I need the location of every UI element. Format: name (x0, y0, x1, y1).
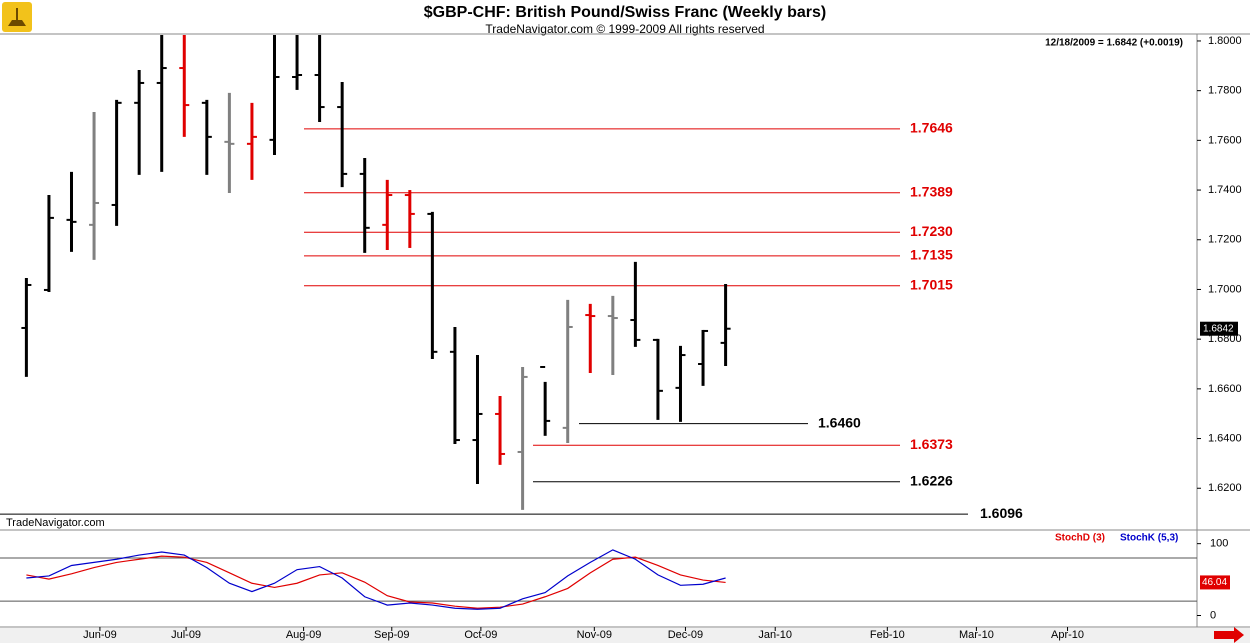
plot: 1.6200 1.6400 1.6600 1.6800 1.7000 1.7200 1.74… (0, 35, 1242, 641)
level-label: 1.6096 (980, 505, 1023, 521)
ohlc-bar (201, 99, 212, 175)
ohlc-bar (540, 365, 551, 436)
level-label: 1.7230 (910, 223, 953, 239)
y-tick-label: 1.8000 (1208, 35, 1242, 47)
ohlc-bar (404, 190, 415, 248)
x-tick-label: Dec-09 (668, 629, 703, 641)
watermark: TradeNavigator.com (6, 517, 105, 529)
x-tick-label: Nov-09 (577, 629, 612, 641)
x-tick-label: Jan-10 (758, 629, 792, 641)
value-label: 46.04 (1202, 577, 1227, 588)
ohlc-bar (89, 112, 100, 260)
y-tick-label: 1.6400 (1208, 432, 1242, 444)
ohlc-bar (246, 102, 257, 180)
chart-subtitle: TradeNavigator.com © 1999-2009 All right… (485, 22, 764, 36)
y-tick-label: 1.7600 (1208, 134, 1242, 146)
ohlc-bar (585, 303, 596, 373)
x-tick-label: Aug-09 (286, 629, 321, 641)
level-label: 1.7015 (910, 276, 953, 292)
ohlc-bar (449, 326, 460, 445)
ohlc-bar (43, 195, 54, 292)
stoch-line (26, 549, 726, 610)
ohlc-bar (472, 355, 483, 485)
y-tick-label: 1.6200 (1208, 482, 1242, 494)
x-tick-label: Jun-09 (83, 629, 117, 641)
x-tick-label: Jul-09 (171, 629, 201, 641)
legend-entry: StochK (5,3) (1120, 533, 1178, 544)
chart-title: $GBP-CHF: British Pound/Swiss Franc (Wee… (424, 4, 826, 21)
level-label: 1.6373 (910, 436, 953, 452)
ohlc-bar (720, 283, 731, 366)
y-tick-label: 1.7400 (1208, 184, 1242, 196)
ohlc-bar (382, 179, 393, 250)
legend-entry: StochD (3) (1055, 533, 1105, 544)
stoch-line (26, 555, 726, 609)
ohlc-bar (607, 295, 618, 375)
x-tick-label: Apr-10 (1051, 629, 1084, 641)
value-box (1200, 575, 1230, 590)
last-price-box (1200, 321, 1238, 336)
x-tick-label: Oct-09 (464, 629, 497, 641)
last-info: 12/18/2009 = 1.6842 (+0.0019) (1045, 38, 1183, 49)
y-tick-label: 1.6800 (1208, 333, 1242, 345)
ohlc-bar (337, 81, 348, 188)
ohlc-bar (134, 70, 145, 175)
ohlc-bar (675, 345, 686, 422)
ohlc-bar (698, 329, 709, 386)
level-label: 1.7389 (910, 183, 953, 199)
x-axis-band (0, 628, 1250, 643)
y-tick-label: 1.7800 (1208, 85, 1242, 97)
ohlc-bar (66, 171, 77, 252)
ohlc-bar (156, 34, 167, 172)
x-tick-label: Mar-10 (959, 629, 994, 641)
scroll-arrow[interactable] (1214, 627, 1244, 643)
ohlc-bar (269, 34, 280, 156)
y-tick-label: 100 (1210, 538, 1228, 550)
level-label: 1.6460 (818, 414, 861, 430)
ohlc-bar (517, 366, 528, 510)
ohlc-bar (224, 92, 235, 194)
ohlc-bar (292, 34, 303, 90)
logo (2, 2, 32, 32)
level-label: 1.7646 (910, 120, 953, 136)
x-tick-label: Feb-10 (870, 629, 905, 641)
level-label: 1.6226 (910, 472, 953, 488)
ohlc-bar (359, 158, 370, 253)
ohlc-bar (495, 396, 506, 465)
ohlc-bar (630, 261, 641, 347)
ohlc-bar (314, 34, 325, 122)
y-tick-label: 1.7200 (1208, 234, 1242, 246)
y-tick-label: 1.7000 (1208, 283, 1242, 295)
y-tick-label: 0 (1210, 609, 1216, 621)
level-label: 1.7135 (910, 247, 953, 263)
y-tick-label: 1.6600 (1208, 383, 1242, 395)
x-tick-label: Sep-09 (374, 629, 409, 641)
ohlc-bar (562, 299, 573, 444)
last-price-label: 1.6842 (1203, 323, 1234, 334)
ohlc-bar (21, 278, 32, 377)
ohlc-bar (652, 338, 663, 420)
ohlc-bar (427, 211, 438, 360)
ohlc-bar (111, 99, 122, 226)
ohlc-bar (179, 34, 190, 137)
